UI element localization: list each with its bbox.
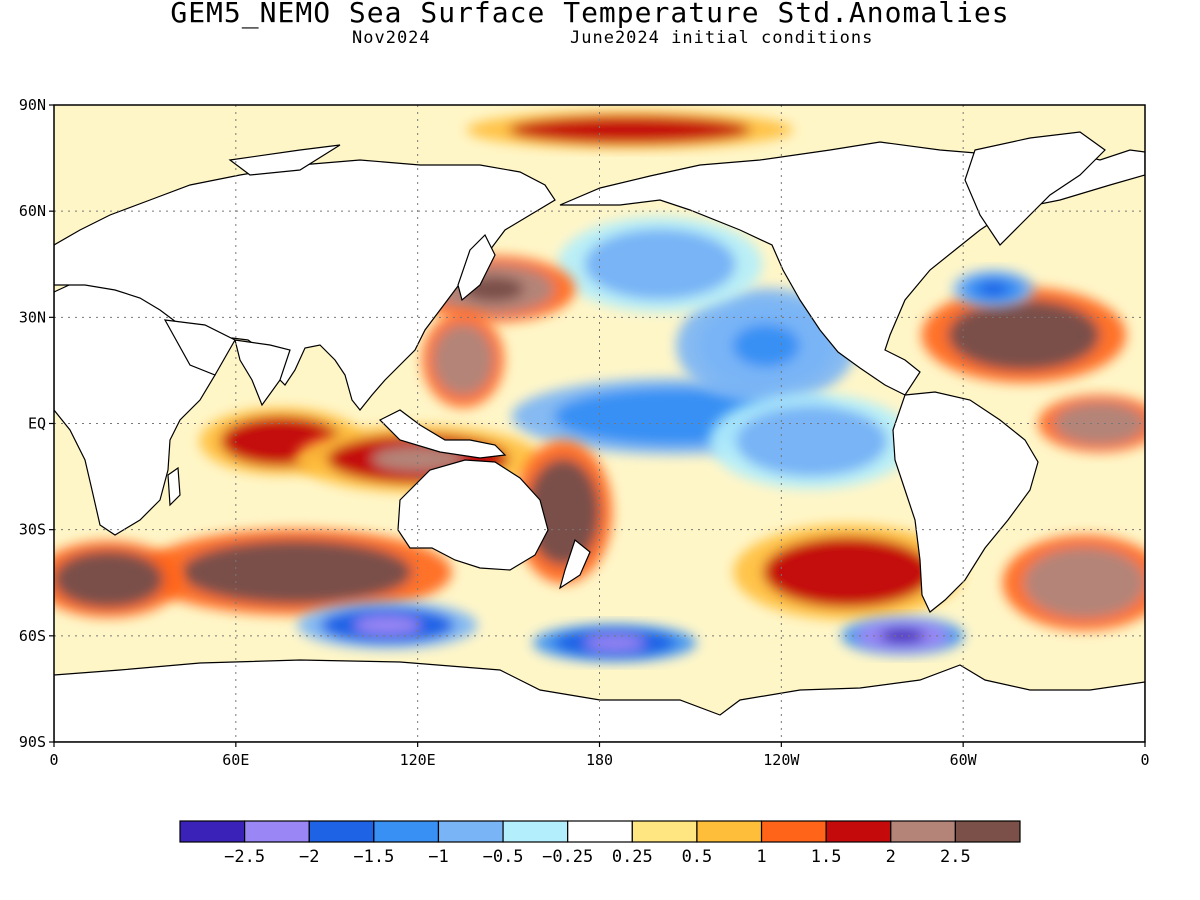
anomaly-feature-11 (733, 524, 963, 620)
colorbar-label: −0.25 (542, 847, 593, 867)
colorbar-label: 1.5 (811, 847, 842, 867)
anomaly-feature-17 (532, 623, 697, 663)
colorbar-label: 1 (756, 847, 766, 867)
lon-tick-label: 120W (763, 751, 800, 769)
land-arabia (163, 319, 236, 376)
colorbar-label: 2 (886, 847, 896, 867)
colorbar-label: −0.5 (483, 847, 524, 867)
colorbar-swatch-1 (244, 820, 310, 843)
anomaly-feature-5 (422, 312, 505, 408)
colorbar: −2.5 −2 −1.5 −1 −0.5 −0.25 0.25 0.5 1 1.5 2 2.5 (179, 820, 1021, 867)
initial-conditions-label: June2024 initial conditions (570, 28, 874, 48)
colorbar-label: 0.5 (682, 847, 713, 867)
colorbar-swatch-4 (437, 820, 504, 843)
lon-tick-label: 60W (950, 751, 978, 769)
colorbar-swatch-7 (631, 820, 698, 843)
land-new-zealand (558, 538, 591, 590)
land-greenland (964, 131, 1106, 246)
map-title: GEM5_NEMO Sea Surface Temperature Std.An… (170, 0, 1010, 29)
latitude-axis: 90N 60N 30N EQ 30S 60S 90S (19, 96, 54, 751)
colorbar-swatch-0 (179, 820, 246, 843)
anomaly-feature-16 (297, 601, 478, 650)
colorbar-label: −2.5 (224, 847, 265, 867)
anomaly-feature-14 (952, 269, 1035, 309)
anomaly-feature-2 (557, 216, 763, 313)
colorbar-label: 2.5 (940, 847, 971, 867)
colorbar-swatch-10 (825, 820, 892, 843)
lat-tick-label: 30S (19, 521, 46, 539)
lon-tick-label: 60E (222, 751, 249, 769)
colorbar-label: −2 (299, 847, 319, 867)
land-mask (54, 131, 1145, 742)
lat-tick-label: 30N (19, 308, 46, 326)
longitude-axis: 0 60E 120E 180 120W 60W 0 (49, 742, 1150, 769)
land-japan (457, 233, 496, 302)
colorbar-swatch-9 (760, 820, 827, 843)
lon-tick-label: 0 (1140, 751, 1149, 769)
lon-tick-label: 120E (400, 751, 436, 769)
lat-tick-label: 90S (19, 733, 46, 751)
lat-tick-label: EQ (28, 415, 46, 433)
land-maritime-continent (378, 409, 507, 459)
land-arctic-islands (228, 144, 341, 176)
lat-tick-label: 90N (19, 96, 46, 114)
lon-tick-label: 0 (49, 751, 58, 769)
colorbar-swatch-8 (696, 820, 763, 843)
colorbar-swatch-3 (373, 820, 440, 843)
anomaly-feature-9 (140, 529, 452, 616)
colorbar-label: −1 (428, 847, 448, 867)
map-gridlines (54, 105, 1145, 742)
lat-tick-label: 60N (19, 202, 46, 220)
anomaly-feature-19 (466, 110, 794, 149)
colorbar-swatch-5 (502, 820, 569, 843)
lon-tick-label: 180 (586, 751, 613, 769)
anomaly-feature-3 (709, 393, 914, 489)
anomaly-feature-10 (54, 541, 183, 618)
land-madagascar (167, 466, 181, 507)
land-south-america (892, 391, 1039, 613)
colorbar-swatch-6 (567, 820, 633, 843)
colorbar-swatch-12 (954, 820, 1021, 843)
forecast-month: Nov2024 (352, 28, 431, 48)
colorbar-label: 0.25 (612, 847, 653, 867)
anomaly-feature-15 (1002, 534, 1145, 631)
colorbar-swatch-11 (890, 820, 956, 843)
land-india (234, 339, 291, 407)
lat-tick-label: 60S (19, 627, 46, 645)
colorbar-label: −1.5 (353, 847, 394, 867)
colorbar-swatch-2 (308, 820, 375, 843)
